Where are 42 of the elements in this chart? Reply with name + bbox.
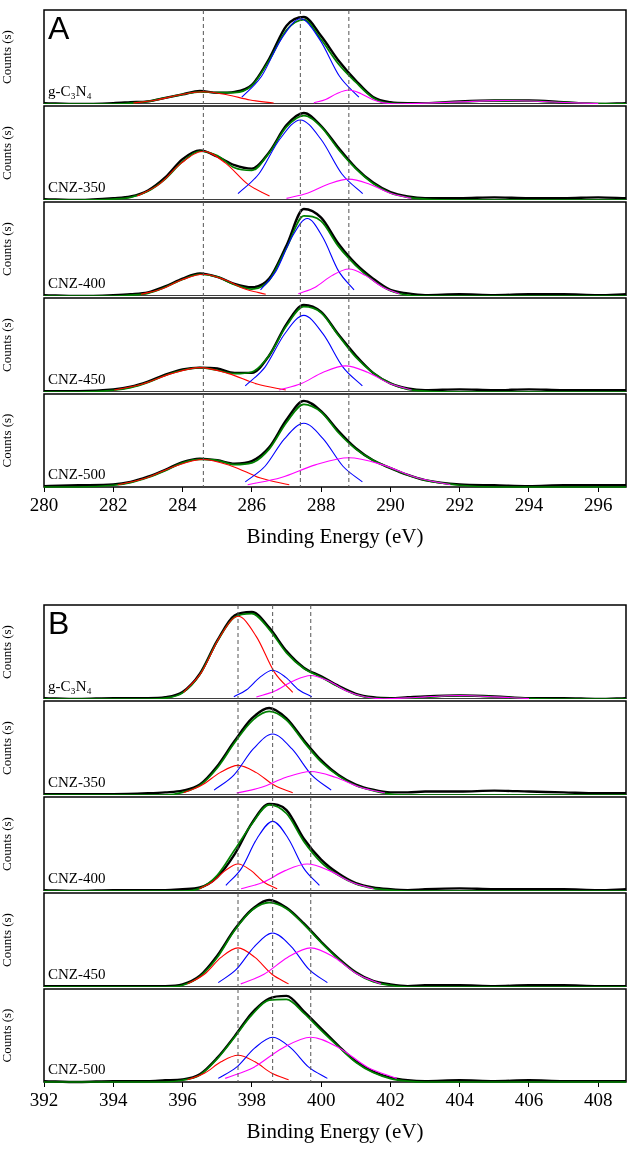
y-axis-title: Counts (s) <box>0 318 15 372</box>
x-tick-label: 284 <box>168 494 198 516</box>
annotation: CNZ-450 <box>48 371 106 387</box>
x-tick-label: 402 <box>376 1089 405 1111</box>
y-axis-title: Counts (s) <box>0 817 15 871</box>
annotation: g-C₃N₄ <box>48 83 92 99</box>
chart-title: B <box>48 604 70 641</box>
x-axis-title: Binding Energy (eV) <box>246 523 424 548</box>
x-tick-label: 396 <box>168 1089 197 1111</box>
x-tick-label: 294 <box>514 494 544 516</box>
y-axis-title: Counts (s) <box>0 625 15 679</box>
x-tick-label: 404 <box>445 1089 475 1111</box>
annotation: CNZ-400 <box>48 870 106 886</box>
y-axis-title: Counts (s) <box>0 721 15 775</box>
chart-title: A <box>48 9 70 46</box>
annotation: CNZ-400 <box>48 275 106 291</box>
x-tick-label: 392 <box>29 1089 59 1111</box>
annotation: CNZ-350 <box>48 179 106 195</box>
x-tick-label: 406 <box>514 1089 544 1111</box>
x-tick-label: 296 <box>584 494 613 516</box>
y-axis-title: Counts (s) <box>0 30 15 84</box>
x-axis-title: Binding Energy (eV) <box>246 1118 424 1143</box>
annotation: g-C₃N₄ <box>48 678 92 694</box>
x-tick-label: 286 <box>237 494 267 516</box>
annotation: CNZ-350 <box>48 774 106 790</box>
y-axis-title: Counts (s) <box>0 1008 15 1063</box>
x-tick-label: 400 <box>306 1089 336 1111</box>
x-tick-label: 280 <box>29 494 59 516</box>
y-axis-title: Counts (s) <box>0 913 15 967</box>
y-axis-title: Counts (s) <box>0 413 15 468</box>
x-tick-label: 408 <box>584 1089 613 1111</box>
annotation: CNZ-500 <box>48 466 106 482</box>
x-tick-label: 394 <box>99 1089 129 1111</box>
y-axis-title: Counts (s) <box>0 222 15 276</box>
x-tick-label: 290 <box>376 494 405 516</box>
annotation: CNZ-450 <box>48 966 106 982</box>
annotation: CNZ-500 <box>48 1061 106 1077</box>
x-tick-label: 282 <box>99 494 128 516</box>
x-tick-label: 292 <box>445 494 474 516</box>
x-tick-label: 288 <box>306 494 336 516</box>
x-tick-label: 398 <box>237 1089 267 1111</box>
y-axis-title: Counts (s) <box>0 126 15 180</box>
